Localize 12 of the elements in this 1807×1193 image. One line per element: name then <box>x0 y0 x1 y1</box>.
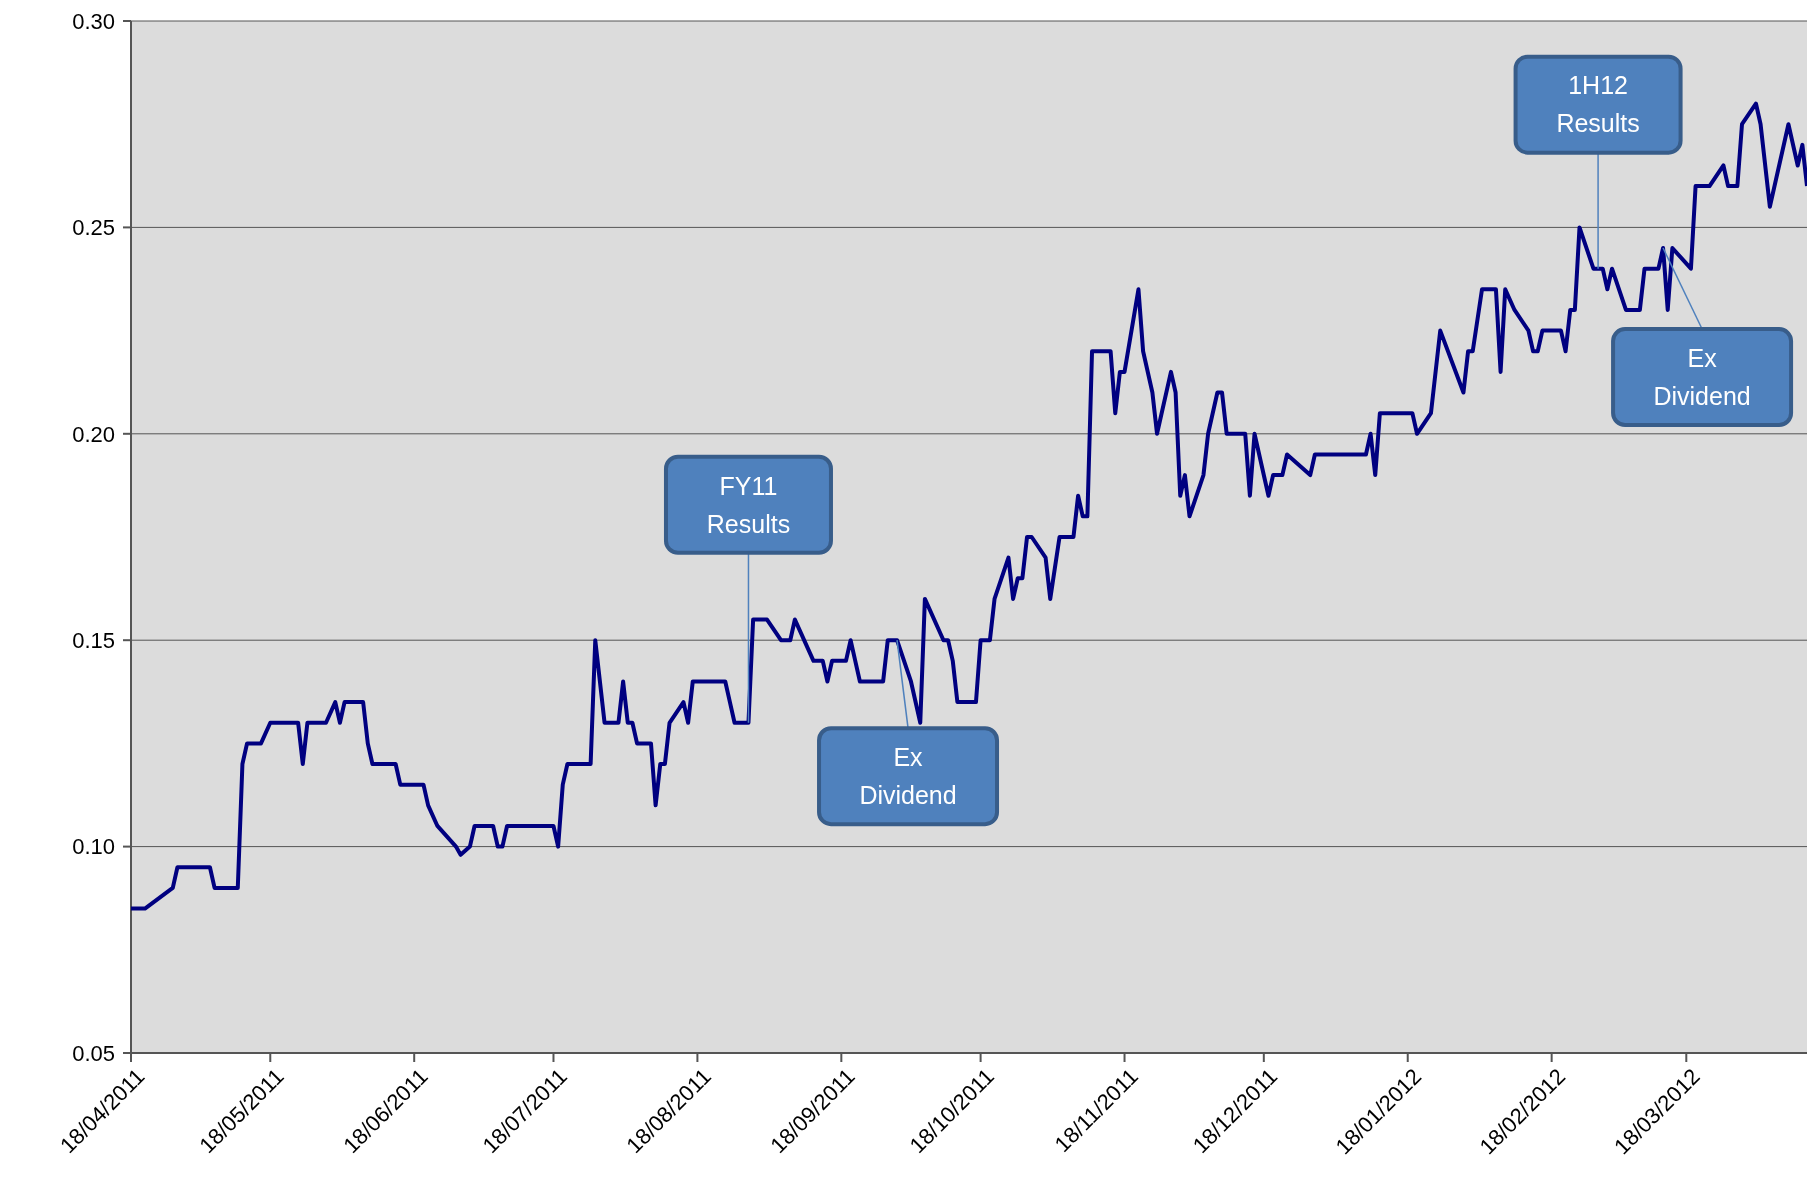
annotation: Ex Dividend <box>859 742 957 809</box>
callout-box: 1H12 Results <box>1513 54 1683 270</box>
annotation: FY11 Results <box>706 471 791 538</box>
annotation: Ex Dividend <box>1653 343 1751 410</box>
y-tick-label: 0.05 <box>72 1040 115 1066</box>
y-tick-label: 0.10 <box>72 834 115 860</box>
callout-box: FY11 Results <box>663 454 833 724</box>
annotation: 1H12 Results <box>1556 71 1640 138</box>
y-tick-label: 0.30 <box>72 8 115 34</box>
y-tick-label: 0.25 <box>72 215 115 241</box>
y-tick-label: 0.20 <box>72 421 115 447</box>
y-tick-label: 0.15 <box>72 627 115 653</box>
